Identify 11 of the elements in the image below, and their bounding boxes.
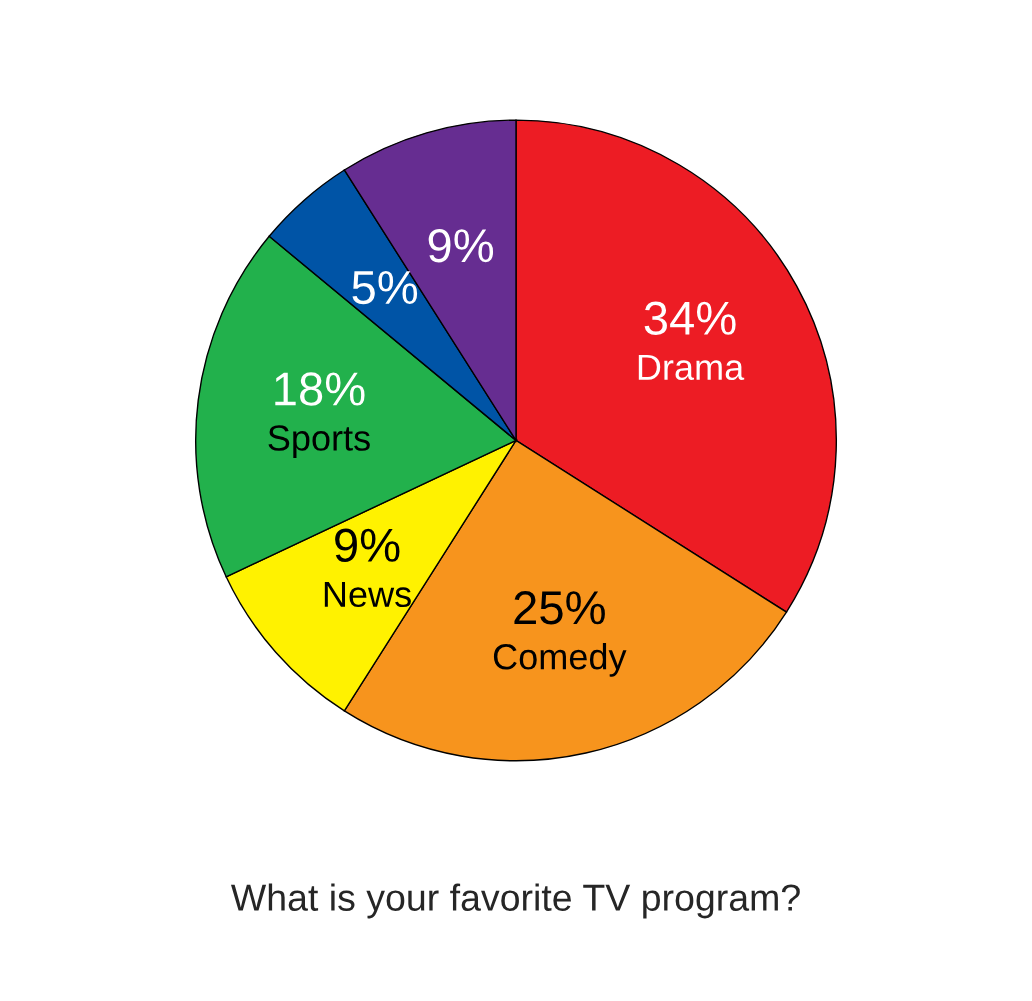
slice-label: Sports	[268, 425, 370, 459]
data-label: 5%	[352, 270, 418, 305]
data-label: 34%	[644, 301, 736, 336]
data-label: 25%	[514, 591, 605, 625]
slice-label: News	[324, 581, 411, 608]
slice-label: Comedy	[493, 643, 627, 677]
data-label: 18%	[275, 372, 365, 406]
data-label: 9%	[428, 228, 494, 263]
data-label: 9%	[335, 528, 400, 563]
slice-label: Drama	[638, 354, 745, 381]
text: What is your favorite TV program?	[230, 883, 800, 919]
